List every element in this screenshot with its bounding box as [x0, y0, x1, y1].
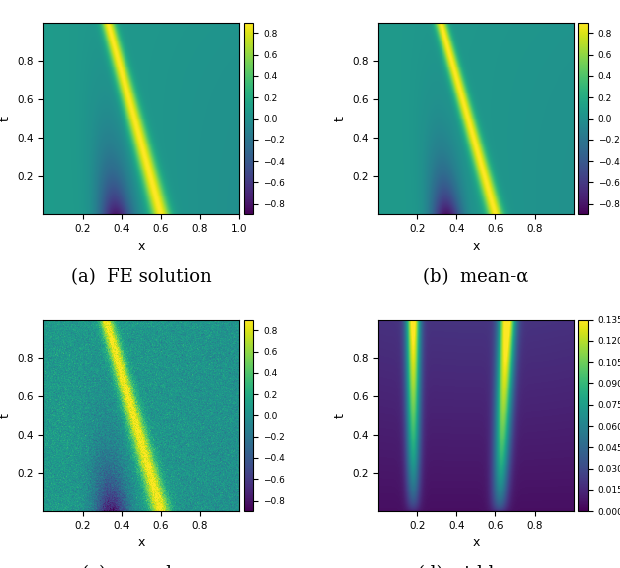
Y-axis label: t: t	[334, 413, 347, 418]
Y-axis label: t: t	[334, 116, 347, 121]
Text: (c)  sample-α: (c) sample-α	[82, 565, 201, 568]
X-axis label: x: x	[472, 537, 480, 549]
Text: (d)  stddev-α: (d) stddev-α	[418, 565, 534, 568]
Text: (b)  mean-α: (b) mean-α	[423, 268, 529, 286]
X-axis label: x: x	[472, 240, 480, 253]
X-axis label: x: x	[138, 537, 145, 549]
Text: (a)  FE solution: (a) FE solution	[71, 268, 211, 286]
X-axis label: x: x	[138, 240, 145, 253]
Y-axis label: t: t	[0, 413, 12, 418]
Y-axis label: t: t	[0, 116, 12, 121]
